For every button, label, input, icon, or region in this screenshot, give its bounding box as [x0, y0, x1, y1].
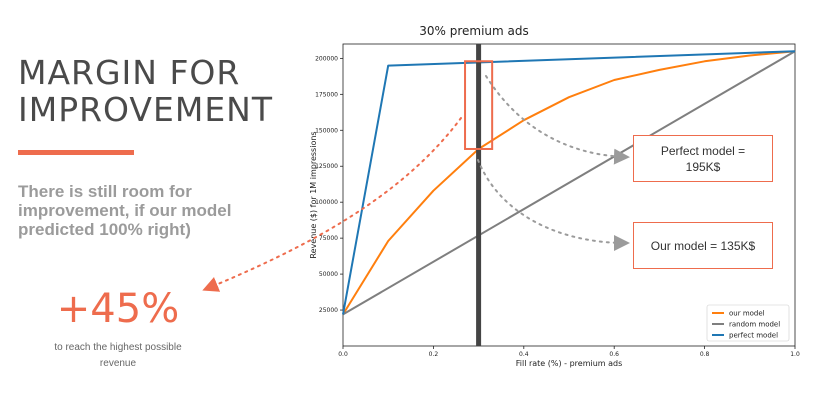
y-tick-label: 125000: [315, 163, 338, 170]
improvement-value: +45%: [56, 286, 180, 332]
plot-frame: [342, 43, 796, 347]
title-underline: [18, 150, 134, 155]
improvement-arrow: [202, 117, 462, 292]
y-tick-label: 200000: [315, 55, 338, 62]
series-line-our-model: [342, 50, 796, 315]
y-tick-label: 150000: [315, 127, 338, 134]
x-axis-label: Fill rate (%) - premium ads: [516, 359, 623, 368]
perfect-model-callout-text: Perfect model = 195K$: [660, 143, 746, 174]
y-tick-label: 25000: [319, 307, 338, 314]
perfect-callout-arrow: [485, 75, 630, 165]
series-line-random-model: [342, 50, 796, 316]
our-model-callout: Our model = 135K$: [633, 222, 773, 269]
x-tick-label: 1.0: [790, 351, 800, 358]
y-tick-label: 175000: [315, 91, 338, 98]
slide-subtitle: There is still room for improvement, if …: [18, 182, 232, 239]
series-line-perfect-model: [342, 50, 796, 315]
x-tick-label: 0.8: [700, 351, 710, 358]
x-tick-label: 0.2: [429, 351, 439, 358]
y-tick-label: 75000: [319, 235, 338, 242]
perfect-model-callout: Perfect model = 195K$: [633, 135, 773, 182]
x-tick-label: 0.0: [338, 351, 348, 358]
slide-title: MARGIN FOR IMPROVEMENT: [18, 53, 274, 129]
x-tick-label: 0.4: [519, 351, 529, 358]
chart-plot: 0.0 0.2 0.4 0.6 0.8 1.0 25000 50000 75000 100000 1…: [309, 43, 800, 368]
ours-callout-arrow: [477, 159, 630, 251]
improvement-note: to reach the highest possible revenue: [54, 342, 182, 369]
legend-label: random model: [729, 321, 780, 329]
y-axis-label: Revenue ($) for 1M impressions: [309, 131, 318, 258]
y-tick-label: 100000: [315, 199, 338, 206]
legend-label: our model: [729, 310, 765, 318]
x-tick-label: 0.6: [609, 351, 619, 358]
legend-box: [706, 304, 790, 342]
our-model-callout-text: Our model = 135K$: [650, 238, 756, 253]
highlight-box: [464, 60, 494, 150]
chart-title: 30% premium ads: [419, 24, 529, 38]
legend-label: perfect model: [729, 332, 778, 340]
y-tick-label: 50000: [319, 271, 338, 278]
